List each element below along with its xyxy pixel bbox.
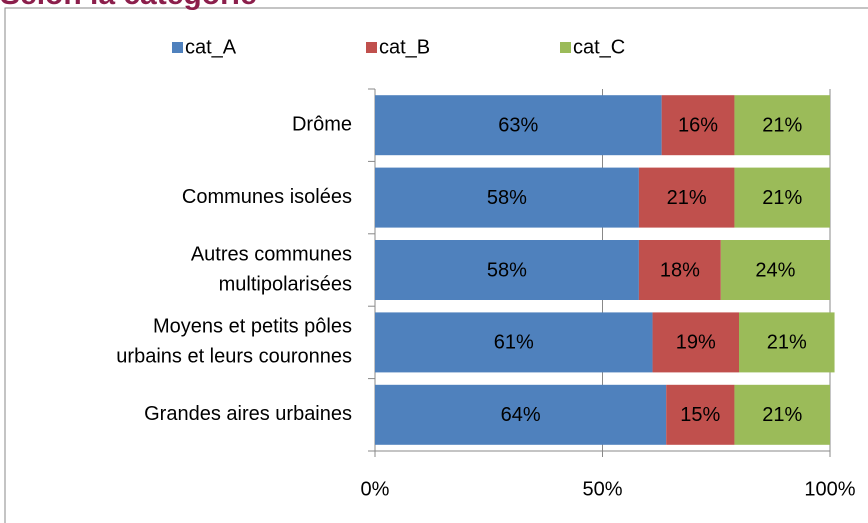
bar-segment [734, 167, 830, 228]
y-tick-label: multipolarisées [219, 273, 352, 295]
chart-title: Selon la catégorie [0, 0, 257, 11]
data-label: 21% [667, 187, 707, 209]
y-tick-label: urbains et leurs couronnes [116, 346, 352, 368]
bar-segment [375, 312, 653, 373]
data-label: 64% [501, 404, 541, 426]
bar-segment [734, 384, 830, 445]
bar-segment [638, 240, 721, 300]
bar-segment [652, 312, 739, 373]
y-tick-label: Drôme [292, 113, 352, 135]
data-label: 21% [762, 114, 802, 136]
bar-segment [375, 240, 639, 300]
bar-segment [720, 240, 830, 300]
legend-label: cat_C [573, 36, 625, 58]
legend-swatch [366, 42, 377, 53]
y-tick-label: Communes isolées [182, 186, 352, 208]
y-tick-label: Grandes aires urbaines [144, 403, 352, 425]
legend-label: cat_A [185, 36, 237, 58]
legend-swatch [172, 42, 183, 53]
legend-swatch [560, 42, 571, 53]
bar-segment [734, 95, 830, 156]
bar-segment [638, 167, 735, 228]
data-label: 21% [767, 332, 807, 354]
bar-segment [661, 95, 735, 156]
y-tick-label: Autres communes [191, 243, 352, 265]
data-label: 61% [494, 332, 534, 354]
bar-segment [666, 384, 735, 445]
data-label: 63% [498, 114, 538, 136]
data-label: 15% [680, 404, 720, 426]
data-label: 21% [762, 187, 802, 209]
legend-label: cat_B [379, 36, 430, 58]
bar-segment [375, 384, 667, 445]
data-label: 24% [755, 259, 795, 281]
bar-segment [375, 95, 662, 156]
data-label: 19% [676, 332, 716, 354]
bar-segment [375, 167, 639, 228]
data-label: 58% [487, 259, 527, 281]
data-label: 21% [762, 404, 802, 426]
x-tick-label: 0% [361, 478, 390, 500]
x-tick-label: 50% [582, 478, 622, 500]
x-tick-label: 100% [804, 478, 855, 500]
data-label: 58% [487, 187, 527, 209]
bar-segment [739, 312, 835, 373]
y-tick-label: Moyens et petits pôles [153, 316, 352, 338]
data-label: 18% [660, 259, 700, 281]
data-label: 16% [678, 114, 718, 136]
